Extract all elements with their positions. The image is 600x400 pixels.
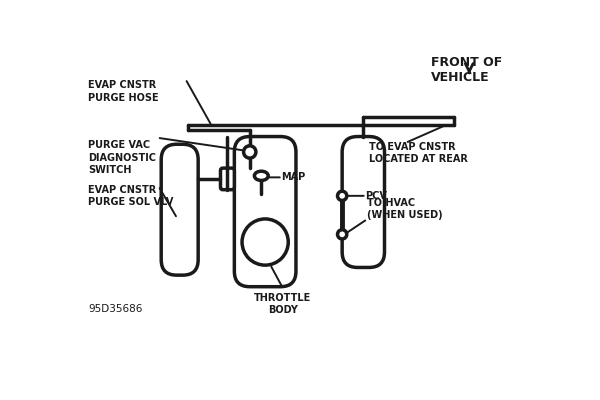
Circle shape bbox=[338, 230, 347, 239]
Text: 95D35686: 95D35686 bbox=[88, 304, 142, 314]
Text: TO HVAC
(WHEN USED): TO HVAC (WHEN USED) bbox=[367, 198, 442, 220]
Text: PURGE VAC
DIAGNOSTIC
SWITCH: PURGE VAC DIAGNOSTIC SWITCH bbox=[88, 140, 156, 175]
Text: THROTTLE
BODY: THROTTLE BODY bbox=[254, 293, 311, 315]
Text: TO EVAP CNSTR
LOCATED AT REAR: TO EVAP CNSTR LOCATED AT REAR bbox=[369, 142, 468, 164]
FancyBboxPatch shape bbox=[235, 136, 296, 287]
Circle shape bbox=[244, 146, 256, 158]
Circle shape bbox=[338, 191, 347, 200]
Ellipse shape bbox=[254, 171, 268, 180]
FancyBboxPatch shape bbox=[342, 136, 385, 268]
FancyBboxPatch shape bbox=[161, 144, 198, 275]
Text: FRONT OF
VEHICLE: FRONT OF VEHICLE bbox=[431, 56, 502, 84]
Circle shape bbox=[242, 219, 288, 265]
Text: EVAP CNSTR
PURGE SOL VLV: EVAP CNSTR PURGE SOL VLV bbox=[88, 185, 173, 208]
Text: PCV: PCV bbox=[365, 191, 387, 201]
Text: MAP: MAP bbox=[281, 172, 305, 182]
Text: EVAP CNSTR
PURGE HOSE: EVAP CNSTR PURGE HOSE bbox=[88, 80, 158, 103]
FancyBboxPatch shape bbox=[220, 168, 235, 190]
